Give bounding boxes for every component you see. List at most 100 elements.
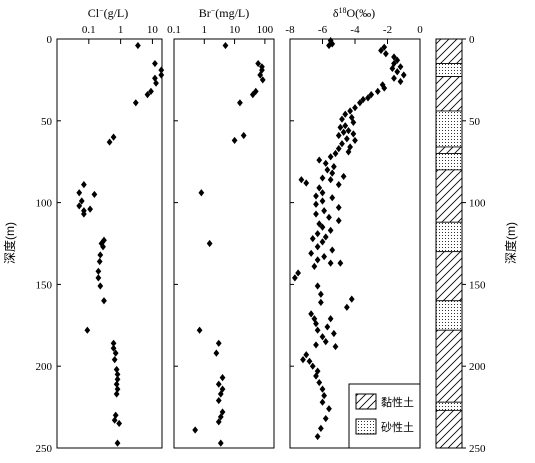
oxygen18-plot-frame xyxy=(289,38,421,449)
data-point xyxy=(322,338,329,346)
data-point xyxy=(116,419,123,428)
data-point xyxy=(213,349,220,357)
data-point xyxy=(322,233,329,241)
lithology-layer-sand xyxy=(435,63,463,78)
chloride-panel: Cl−(g/L) 0.1 1 10 0 50 100 150 200 250 xyxy=(36,6,165,455)
data-point xyxy=(313,341,319,349)
data-point xyxy=(335,181,342,189)
data-point xyxy=(348,295,355,303)
data-point xyxy=(326,405,332,413)
data-point xyxy=(319,238,326,246)
data-point xyxy=(192,426,199,434)
data-point xyxy=(110,339,117,347)
data-point xyxy=(348,113,355,122)
data-point xyxy=(249,91,256,99)
chloride-title: Cl−(g/L) xyxy=(88,6,129,21)
data-point xyxy=(313,320,319,328)
chloride-points xyxy=(76,41,165,447)
chloride-plot-frame xyxy=(56,38,163,449)
data-point xyxy=(132,99,139,107)
data-point xyxy=(76,202,83,210)
bromide-title: Br−(mg/L) xyxy=(199,6,250,21)
data-point xyxy=(343,303,350,311)
data-point xyxy=(97,251,104,259)
chloride-x-ticks: 0.1 1 10 xyxy=(82,24,158,44)
data-point xyxy=(327,176,334,184)
data-point xyxy=(319,174,326,182)
data-point xyxy=(215,418,222,426)
lithology-layer-clay xyxy=(435,76,463,112)
data-point xyxy=(317,424,324,432)
lithology-panel: 0 50 100 150 200 250 xyxy=(435,34,486,455)
lithology-y-ticks: 0 50 100 150 200 250 xyxy=(462,34,486,455)
data-point xyxy=(337,123,344,131)
data-point xyxy=(327,226,334,235)
bromide-x-ticks: 0.1 1 10 100 xyxy=(167,24,274,44)
data-point xyxy=(231,136,238,145)
data-point xyxy=(342,122,349,130)
oxygen18-x-ticks: -8 -6 -4 -2 0 xyxy=(285,24,423,44)
data-point xyxy=(313,192,319,200)
data-point xyxy=(329,194,336,202)
lithology-layer-sand xyxy=(435,153,463,171)
lithology-layer-clay xyxy=(435,329,463,403)
data-point xyxy=(257,71,264,79)
data-point xyxy=(110,133,117,141)
legend-swatch-clay xyxy=(355,393,377,410)
data-point xyxy=(110,344,117,352)
data-point xyxy=(330,329,337,338)
data-point xyxy=(316,156,323,164)
y-tick-label: 100 xyxy=(36,198,53,210)
data-point xyxy=(114,375,121,383)
x-tick-label: -8 xyxy=(285,24,295,36)
data-point xyxy=(365,94,371,102)
chloride-y-ticks: 0 50 100 150 200 250 xyxy=(36,34,53,455)
lithology-layer-sand xyxy=(435,110,463,148)
data-point xyxy=(326,41,332,50)
data-point xyxy=(314,256,321,264)
data-point xyxy=(360,95,367,104)
data-point xyxy=(345,148,352,156)
data-point xyxy=(100,243,106,251)
data-point xyxy=(400,71,407,79)
data-point xyxy=(394,56,401,64)
data-point xyxy=(391,53,397,61)
lithology-layer-sand xyxy=(435,401,463,411)
data-point xyxy=(95,274,102,282)
data-point xyxy=(324,323,331,331)
data-point xyxy=(314,432,321,441)
x-tick-label: -2 xyxy=(383,24,392,36)
data-point xyxy=(144,91,151,99)
data-point xyxy=(291,274,298,282)
data-point xyxy=(339,140,345,148)
legend: 黏性土 砂性土 xyxy=(348,383,421,449)
data-point xyxy=(321,392,328,400)
data-point xyxy=(327,315,334,323)
data-point xyxy=(350,118,357,127)
data-point xyxy=(379,81,386,89)
oxygen18-panel: δ18O(‰) -8 -6 -4 -2 0 xyxy=(285,6,423,449)
data-point xyxy=(337,259,344,267)
data-point xyxy=(219,374,226,382)
data-point xyxy=(311,262,318,271)
data-point xyxy=(327,259,334,267)
depth-axis-label-left: 深度(m) xyxy=(2,222,17,264)
data-point xyxy=(374,87,381,95)
data-point xyxy=(314,282,321,290)
data-point xyxy=(329,169,336,177)
data-point xyxy=(340,128,347,136)
lithology-layer-clay xyxy=(435,169,463,223)
data-point xyxy=(298,176,305,184)
data-point xyxy=(332,342,339,351)
x-tick-label: -4 xyxy=(350,24,360,36)
data-point xyxy=(347,107,354,115)
data-point xyxy=(340,172,347,181)
lithology-layer-sand xyxy=(435,300,463,331)
data-point xyxy=(153,79,159,87)
data-point xyxy=(308,310,315,318)
data-point xyxy=(101,297,107,305)
data-point xyxy=(81,181,87,189)
x-tick-label: 1 xyxy=(202,24,208,36)
data-point xyxy=(313,200,319,208)
